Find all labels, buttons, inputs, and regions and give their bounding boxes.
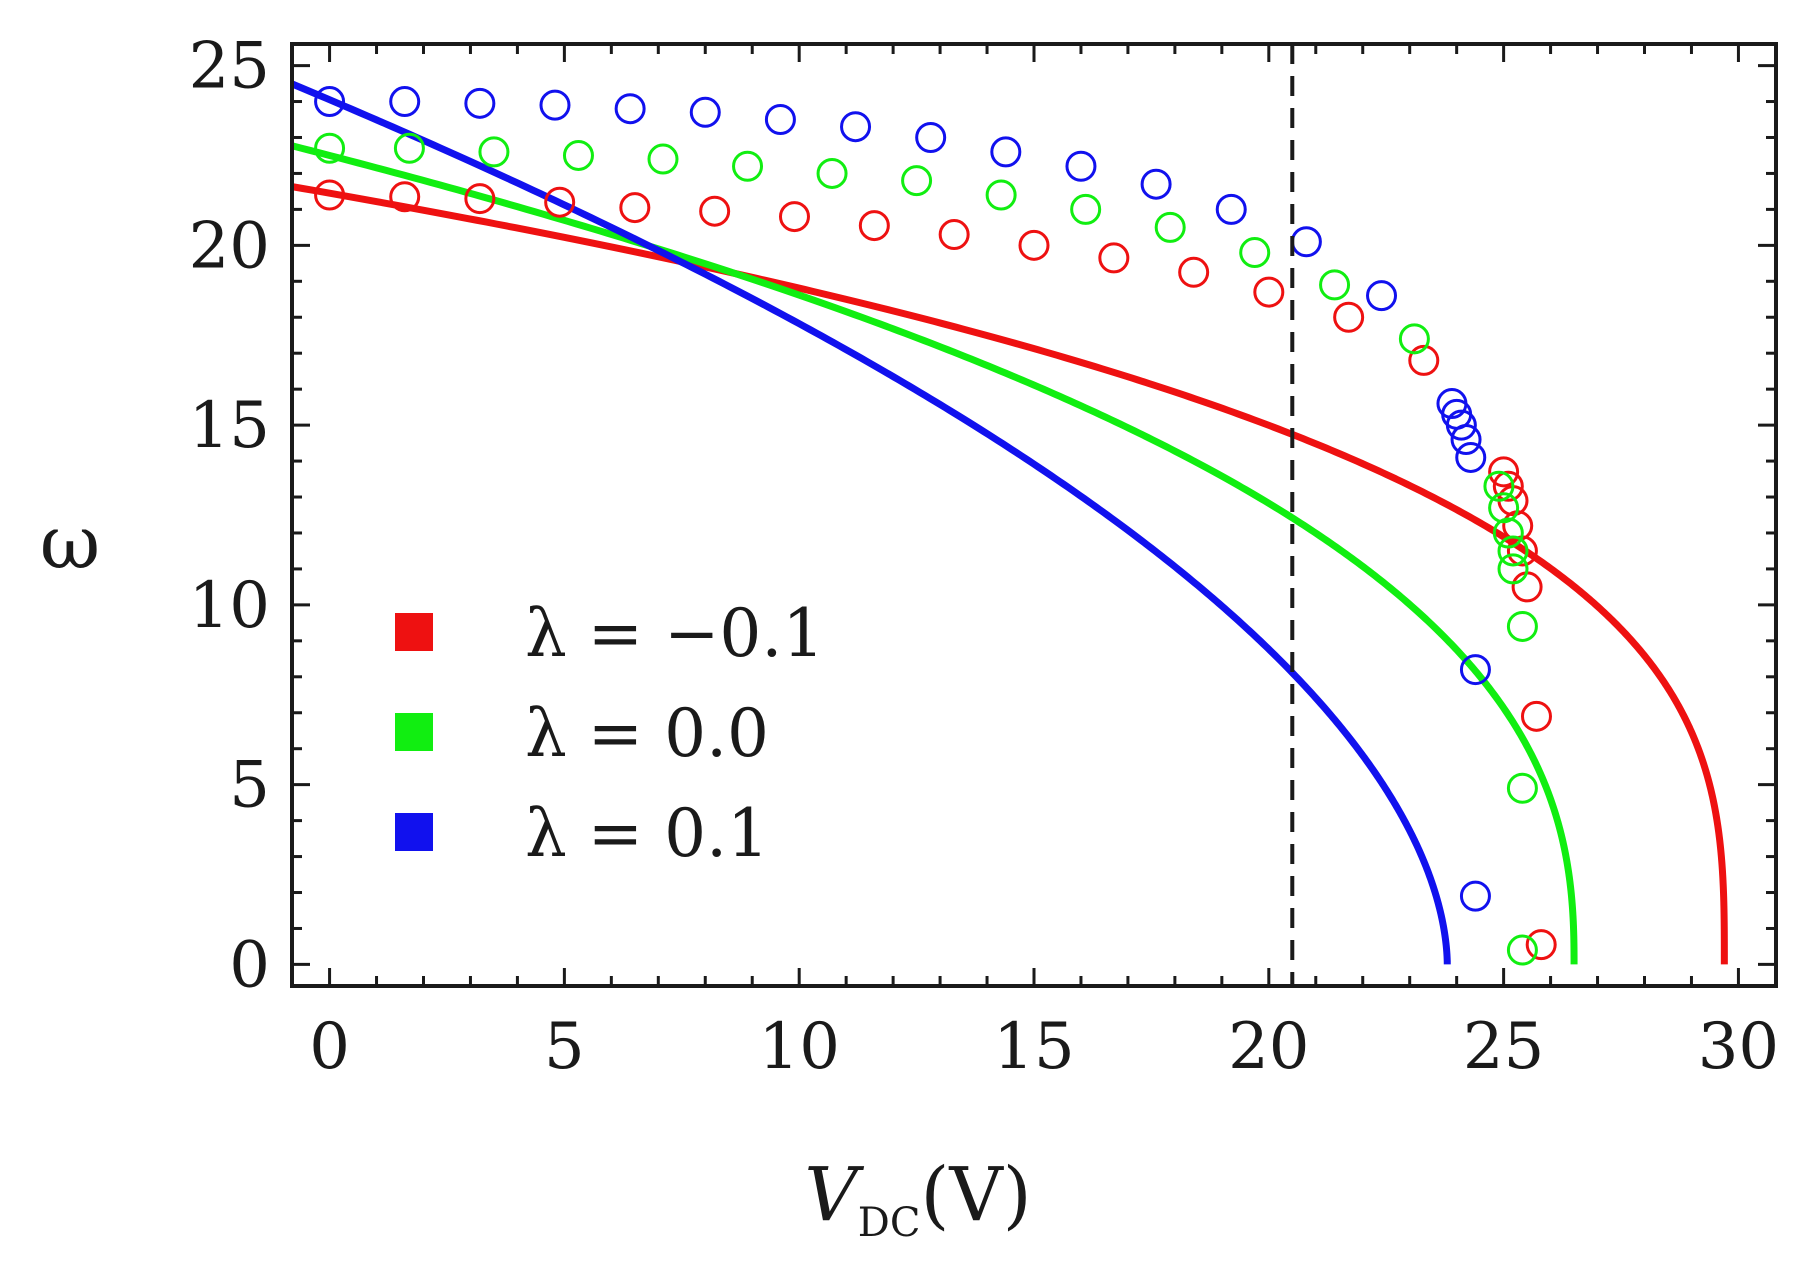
data-point-series-1 — [1488, 456, 1520, 488]
y-tick-label: 20 — [189, 209, 270, 283]
data-point-series-3 — [1459, 880, 1491, 912]
data-point-series-2 — [647, 143, 679, 175]
data-point-series-3 — [840, 111, 872, 143]
legend-swatch-2 — [395, 713, 433, 751]
data-point-series-3 — [464, 87, 496, 119]
tick-labels: 0 5 10 15 20 25 30 0 5 10 15 20 25 — [189, 30, 1780, 1084]
data-point-series-3 — [1366, 280, 1398, 312]
data-point-series-2 — [816, 157, 848, 189]
legend: λ = −0.1 λ = 0.0 λ = 0.1 — [395, 595, 824, 872]
x-tick-label: 5 — [544, 1010, 585, 1084]
data-point-series-3 — [764, 104, 796, 135]
data-point-series-1 — [544, 186, 576, 218]
data-point-series-1 — [464, 183, 496, 215]
x-tick-label: 20 — [1228, 1010, 1309, 1084]
x-axis-label-variable: V — [804, 1152, 864, 1238]
data-point-series-2 — [1319, 269, 1351, 301]
data-point-series-2 — [1239, 237, 1271, 269]
data-point-series-3 — [689, 96, 721, 128]
data-point-series-3 — [1459, 654, 1491, 686]
data-point-series-2 — [1497, 535, 1529, 567]
data-point-series-1 — [1492, 470, 1524, 502]
data-point-series-1 — [1098, 242, 1130, 274]
data-point-series-2 — [1506, 610, 1538, 642]
data-point-series-2 — [1506, 934, 1538, 966]
legend-swatch-1 — [395, 613, 433, 651]
data-point-series-2 — [393, 132, 425, 164]
series-curve-2 — [291, 142, 1578, 968]
y-tick-label: 15 — [189, 389, 270, 463]
series-curve-1 — [291, 183, 1728, 966]
x-axis-label-subscript: DC — [858, 1200, 921, 1246]
data-point-series-1 — [1408, 344, 1440, 376]
data-point-series-2 — [314, 132, 346, 164]
legend-label-1: λ = −0.1 — [525, 595, 824, 672]
legend-label-2: λ = 0.0 — [525, 695, 769, 772]
data-point-series-2 — [732, 150, 764, 182]
series-curve-3 — [290, 80, 1451, 968]
data-point-series-1 — [1525, 929, 1557, 961]
data-point-series-3 — [1445, 409, 1477, 441]
data-point-series-1 — [1018, 229, 1050, 261]
legend-label-3: λ = 0.1 — [525, 795, 769, 872]
data-point-series-2 — [985, 179, 1017, 211]
data-point-series-3 — [539, 89, 571, 121]
data-point-series-3 — [1065, 150, 1097, 182]
y-tick-label: 10 — [189, 569, 270, 643]
data-point-series-3 — [1215, 193, 1247, 225]
x-tick-label: 0 — [309, 1010, 350, 1084]
data-point-series-3 — [1140, 168, 1172, 200]
data-point-series-2 — [562, 139, 594, 171]
data-point-series-2 — [1506, 772, 1538, 804]
data-point-series-2 — [1492, 517, 1524, 549]
data-point-series-1 — [1178, 256, 1210, 288]
data-point-series-3 — [314, 86, 346, 118]
series-markers — [314, 86, 1557, 966]
x-tick-label: 10 — [758, 1010, 839, 1084]
data-point-series-3 — [614, 93, 646, 125]
x-axis-label: VDC(V) — [804, 1152, 1031, 1246]
data-point-series-3 — [915, 121, 947, 153]
data-point-series-2 — [1154, 211, 1186, 243]
data-point-series-2 — [1488, 492, 1520, 524]
x-tick-label: 15 — [993, 1010, 1074, 1084]
data-point-series-3 — [1455, 441, 1487, 473]
y-tick-label: 25 — [189, 30, 270, 104]
data-point-series-1 — [1253, 276, 1285, 308]
data-point-series-2 — [1070, 193, 1102, 225]
y-tick-label: 5 — [229, 749, 270, 823]
data-point-series-2 — [901, 165, 933, 197]
y-axis-label: ω — [40, 500, 100, 586]
x-tick-label: 25 — [1463, 1010, 1544, 1084]
legend-swatch-3 — [395, 813, 433, 851]
data-point-series-1 — [778, 201, 810, 233]
data-point-series-1 — [938, 219, 970, 251]
x-tick-label: 30 — [1698, 1010, 1779, 1084]
data-point-series-2 — [1497, 553, 1529, 585]
plot-frame — [290, 42, 1778, 988]
data-point-series-2 — [1483, 470, 1515, 502]
data-point-series-1 — [619, 192, 651, 224]
data-point-series-3 — [990, 136, 1022, 168]
data-point-series-1 — [389, 181, 421, 213]
data-point-series-1 — [858, 210, 890, 242]
data-point-series-2 — [478, 136, 510, 168]
data-point-series-1 — [314, 179, 346, 211]
data-point-series-1 — [1333, 301, 1365, 333]
data-point-series-3 — [1450, 424, 1482, 455]
data-point-series-2 — [1398, 323, 1430, 355]
data-point-series-3 — [389, 86, 421, 118]
y-tick-label: 0 — [229, 928, 270, 1002]
series-curves — [290, 80, 1728, 968]
data-point-series-1 — [1520, 700, 1552, 732]
x-axis-label-unit: (V) — [920, 1152, 1031, 1238]
data-point-series-1 — [699, 195, 731, 227]
